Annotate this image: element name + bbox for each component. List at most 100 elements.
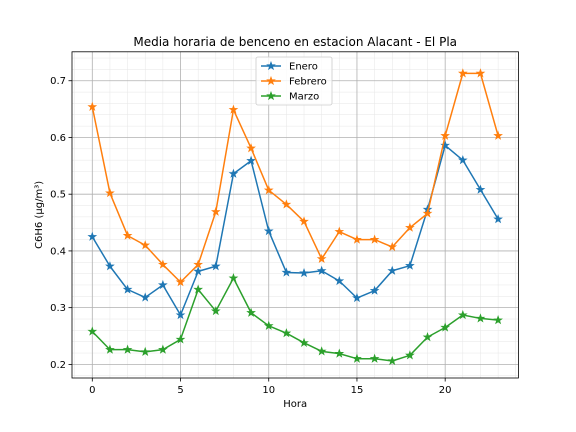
- legend-label-enero: Enero: [289, 62, 318, 73]
- ticks-layer: 0 5 10 15 20 0.2 0.3 0.4 0.5 0.6 0.7: [50, 76, 451, 396]
- data-point-marzo: [281, 328, 292, 338]
- legend-marker-marzo: [266, 90, 276, 101]
- data-point-enero: [493, 214, 503, 224]
- data-point-enero: [210, 261, 221, 271]
- data-point-enero: [405, 260, 415, 270]
- x-axis-label: Hora: [283, 399, 307, 410]
- data-point-marzo: [352, 353, 362, 363]
- data-point-marzo: [87, 326, 98, 336]
- series-febrero: [87, 68, 503, 287]
- data-point-enero: [175, 309, 186, 320]
- data-point-marzo: [316, 346, 327, 356]
- legend-label-marzo: Marzo: [289, 92, 319, 103]
- data-point-enero: [334, 275, 345, 286]
- axes-frame: [71, 51, 519, 379]
- data-point-marzo: [246, 307, 256, 317]
- data-point-marzo: [105, 344, 115, 354]
- data-point-enero: [369, 285, 380, 295]
- data-point-febrero: [387, 241, 398, 252]
- data-point-enero: [475, 184, 486, 194]
- data-point-febrero: [493, 130, 503, 140]
- data-point-enero: [140, 292, 151, 302]
- data-point-marzo: [140, 346, 151, 357]
- data-point-marzo: [422, 332, 433, 342]
- data-point-febrero: [246, 143, 256, 153]
- data-point-marzo: [122, 344, 133, 354]
- data-point-febrero: [281, 199, 292, 209]
- data-point-febrero: [299, 216, 309, 226]
- x-tick-label: 5: [177, 385, 183, 396]
- data-point-febrero: [87, 101, 98, 111]
- data-point-enero: [457, 155, 468, 165]
- data-point-enero: [158, 279, 168, 290]
- data-point-marzo: [299, 337, 309, 347]
- data-point-enero: [352, 292, 362, 303]
- data-point-enero: [87, 231, 98, 241]
- data-point-marzo: [440, 322, 451, 332]
- data-point-febrero: [228, 104, 239, 114]
- y-tick-label: 0.2: [50, 360, 66, 371]
- data-point-febrero: [316, 253, 327, 263]
- data-point-marzo: [334, 348, 345, 358]
- data-point-marzo: [263, 320, 274, 330]
- data-point-marzo: [228, 273, 239, 283]
- data-point-marzo: [457, 309, 468, 320]
- legend-box: [255, 56, 333, 106]
- data-point-enero: [122, 284, 133, 294]
- data-point-enero: [228, 168, 239, 178]
- x-tick-label: 0: [89, 385, 95, 396]
- data-point-enero: [246, 155, 256, 165]
- data-point-enero: [316, 265, 327, 275]
- y-axis-label: C6H6 (µg/m³): [34, 181, 45, 249]
- data-point-febrero: [352, 234, 362, 244]
- y-tick-label: 0.7: [50, 76, 66, 87]
- data-point-marzo: [405, 350, 415, 360]
- data-point-marzo: [193, 284, 204, 294]
- legend: Enero Febrero Marzo: [255, 56, 333, 106]
- data-point-marzo: [493, 315, 503, 325]
- y-tick-label: 0.3: [50, 303, 66, 314]
- series-marzo: [87, 273, 503, 366]
- x-tick-label: 20: [439, 385, 452, 396]
- data-point-febrero: [122, 230, 133, 240]
- data-point-febrero: [334, 226, 345, 236]
- legend-marker-enero: [266, 60, 276, 71]
- y-tick-label: 0.4: [50, 246, 66, 257]
- data-point-febrero: [140, 240, 151, 250]
- x-tick-label: 10: [262, 385, 275, 396]
- data-point-marzo: [210, 305, 221, 316]
- data-point-enero: [299, 267, 309, 278]
- series-layer: [87, 68, 503, 366]
- data-point-marzo: [158, 344, 168, 354]
- data-point-febrero: [158, 259, 168, 269]
- data-point-marzo: [387, 355, 398, 366]
- data-point-enero: [440, 140, 451, 150]
- legend-marker-febrero: [266, 75, 276, 86]
- data-point-enero: [263, 225, 274, 236]
- data-point-enero: [105, 261, 115, 271]
- data-point-febrero: [457, 68, 468, 78]
- data-point-febrero: [263, 185, 274, 195]
- data-point-febrero: [105, 187, 115, 198]
- data-point-febrero: [422, 208, 433, 218]
- data-point-febrero: [193, 259, 204, 269]
- data-point-marzo: [175, 334, 186, 344]
- chart-title: Media horaria de benceno en estacion Ala…: [133, 35, 457, 49]
- y-tick-label: 0.6: [50, 133, 66, 144]
- data-point-marzo: [369, 353, 380, 363]
- y-tick-label: 0.5: [50, 190, 66, 201]
- data-point-marzo: [475, 313, 486, 323]
- data-point-febrero: [210, 206, 221, 216]
- data-point-enero: [193, 266, 204, 276]
- data-point-enero: [281, 267, 292, 277]
- data-point-enero: [387, 265, 398, 275]
- data-point-febrero: [175, 277, 186, 287]
- data-point-febrero: [405, 222, 415, 232]
- minor-grid: [72, 51, 519, 378]
- x-tick-label: 15: [351, 385, 364, 396]
- data-point-febrero: [475, 68, 486, 78]
- series-line-febrero: [91, 72, 499, 283]
- data-point-febrero: [369, 234, 380, 244]
- data-point-febrero: [440, 130, 451, 140]
